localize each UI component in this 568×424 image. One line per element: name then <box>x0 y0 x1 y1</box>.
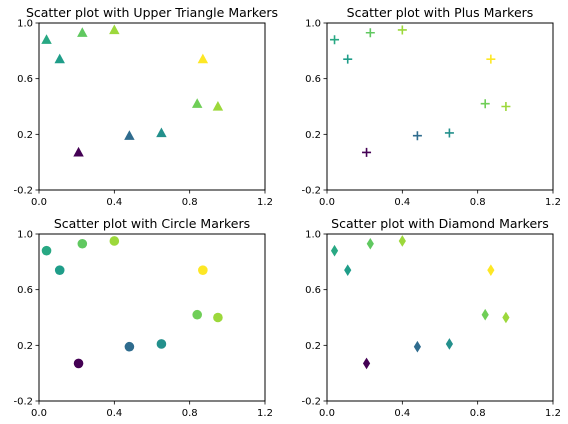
y-tick-label: 1.0 <box>17 19 33 30</box>
circle-marker <box>41 245 52 256</box>
x-tick-label: 0.0 <box>319 197 335 208</box>
x-tick-label: 1.2 <box>545 197 561 208</box>
y-tick-label: 0.2 <box>17 341 33 352</box>
plot-frame <box>326 22 554 191</box>
circle-marker <box>77 238 88 249</box>
circle-marker <box>73 358 84 369</box>
circle-marker <box>124 341 135 352</box>
triangle-marker <box>191 98 203 108</box>
triangle-marker <box>77 27 88 37</box>
y-tick-label: 0.6 <box>17 74 33 85</box>
plot-frame <box>38 233 266 402</box>
diamond-marker <box>362 357 371 370</box>
circle-marker <box>54 265 65 275</box>
x-tick-label: 0.8 <box>470 408 486 419</box>
x-tick-label: 0.4 <box>394 408 410 419</box>
y-tick-label: -0.2 <box>301 186 321 197</box>
plus-marker <box>365 28 375 38</box>
circle-marker <box>198 265 208 275</box>
markers <box>330 25 511 157</box>
x-tick-label: 1.2 <box>545 408 561 419</box>
panel-circle: Scatter plot with Circle Markers 0.0 0.4 0… <box>13 216 272 419</box>
panel-plus: Scatter plot with Plus Markers 0.0 0.4 0.8… <box>301 5 560 208</box>
panel-diamond: Scatter plot with Diamond Markers 0.0 0.4… <box>301 216 560 419</box>
diamond-marker <box>344 264 352 276</box>
plus-marker <box>362 147 372 157</box>
panel-upper-triangle: Scatter plot with Upper Triangle Markers… <box>13 5 278 208</box>
plus-marker <box>412 131 422 141</box>
plus-marker <box>397 25 407 35</box>
diamond-marker <box>502 311 510 324</box>
circle-marker <box>192 309 202 320</box>
y-tick-label: -0.2 <box>301 397 321 408</box>
y-tick-label: -0.2 <box>13 186 33 197</box>
diamond-marker <box>445 338 454 350</box>
diamond-marker <box>413 340 421 353</box>
x-tick-label: 0.4 <box>106 408 122 419</box>
panel-title: Scatter plot with Diamond Markers <box>331 216 549 231</box>
y-tick-label: 0.2 <box>17 130 33 141</box>
triangle-marker <box>109 24 120 35</box>
x-tick-label: 0.4 <box>106 197 122 208</box>
markers <box>41 24 224 157</box>
y-tick-label: 1.0 <box>305 19 321 30</box>
diamond-marker <box>366 237 374 250</box>
triangle-marker <box>73 146 84 157</box>
y-tick-label: 1.0 <box>17 230 33 241</box>
x-tick-label: 1.2 <box>257 197 273 208</box>
panel-title: Scatter plot with Circle Markers <box>54 216 250 231</box>
triangle-marker <box>197 53 209 64</box>
y-tick-label: 0.6 <box>305 74 321 85</box>
triangle-marker <box>124 130 135 140</box>
y-tick-label: 0.6 <box>305 285 321 296</box>
plot-frame <box>326 233 554 402</box>
x-tick-label: 0.8 <box>182 197 198 208</box>
circle-marker <box>213 312 223 323</box>
x-tick-label: 0.0 <box>31 408 47 419</box>
diamond-marker <box>481 308 489 321</box>
circle-marker <box>109 236 120 246</box>
x-tick-label: 0.4 <box>394 197 410 208</box>
plus-marker <box>343 54 353 64</box>
plot-frame <box>38 22 266 191</box>
plus-marker <box>444 128 454 138</box>
plus-marker <box>501 102 511 111</box>
diamond-marker <box>330 244 339 257</box>
triangle-marker <box>54 53 65 64</box>
triangle-marker <box>156 127 167 138</box>
triangle-marker <box>41 34 52 44</box>
x-tick-label: 1.2 <box>257 408 273 419</box>
diamond-marker <box>487 264 495 276</box>
x-tick-label: 0.8 <box>470 197 486 208</box>
y-tick-label: -0.2 <box>13 397 33 408</box>
x-tick-label: 0.0 <box>319 408 335 419</box>
x-tick-label: 0.0 <box>31 197 47 208</box>
plus-marker <box>330 35 340 45</box>
plus-marker <box>480 99 490 109</box>
markers <box>41 236 223 369</box>
y-tick-label: 1.0 <box>305 230 321 241</box>
triangle-marker <box>212 101 224 111</box>
diamond-marker <box>398 235 406 247</box>
y-tick-label: 0.2 <box>305 341 321 352</box>
x-tick-label: 0.8 <box>182 408 198 419</box>
y-tick-label: 0.2 <box>305 130 321 141</box>
panel-title: Scatter plot with Plus Markers <box>347 5 534 20</box>
circle-marker <box>156 339 167 349</box>
plus-marker <box>486 54 496 64</box>
markers <box>330 235 510 370</box>
y-tick-label: 0.6 <box>17 285 33 296</box>
panel-title: Scatter plot with Upper Triangle Markers <box>26 5 278 20</box>
